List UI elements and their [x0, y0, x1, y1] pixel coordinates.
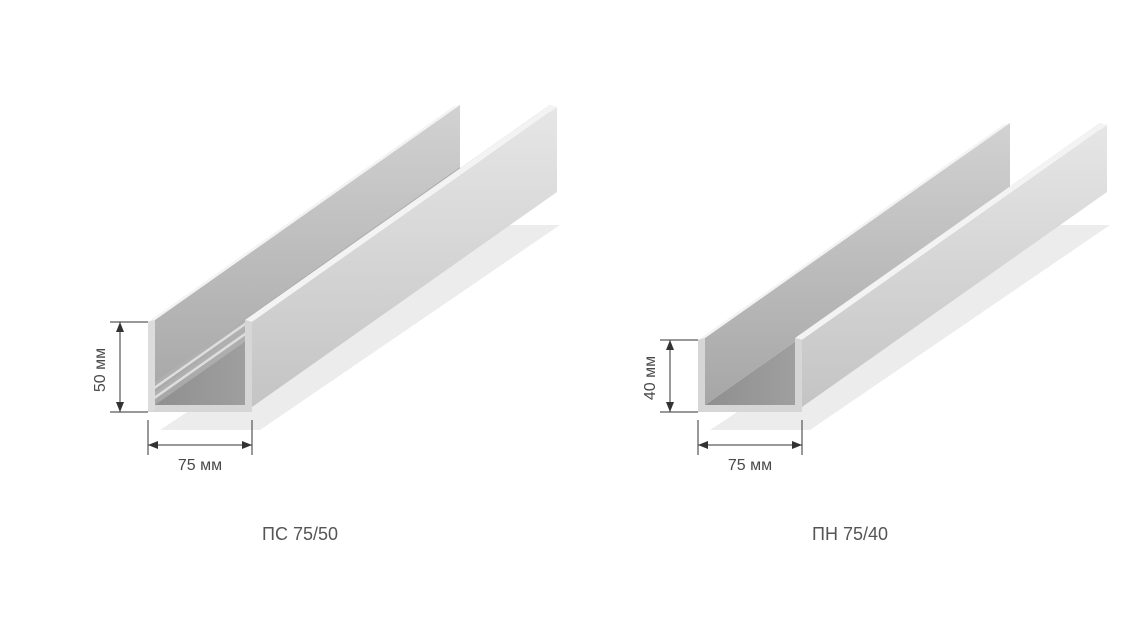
profile-left-panel: 50 мм 75 мм ПС 75/50 — [40, 10, 560, 570]
diagram-stage: 50 мм 75 мм ПС 75/50 — [0, 0, 1130, 628]
caption-left: ПС 75/50 — [40, 524, 560, 545]
dim-height: 40 мм — [642, 340, 698, 412]
profile-left-svg: 50 мм 75 мм — [40, 10, 560, 510]
front-left-edge — [148, 320, 155, 412]
dim-height-label: 50 мм — [92, 348, 109, 392]
dim-height: 50 мм — [92, 322, 148, 412]
caption-right: ПН 75/40 — [590, 524, 1110, 545]
dim-width-label: 75 мм — [178, 457, 222, 474]
profile-right-svg: 40 мм 75 мм — [590, 10, 1110, 510]
dim-width-label: 75 мм — [728, 457, 772, 474]
profile-right-panel: 40 мм 75 мм ПН 75/40 — [590, 10, 1110, 570]
dim-height-label: 40 мм — [642, 356, 659, 400]
